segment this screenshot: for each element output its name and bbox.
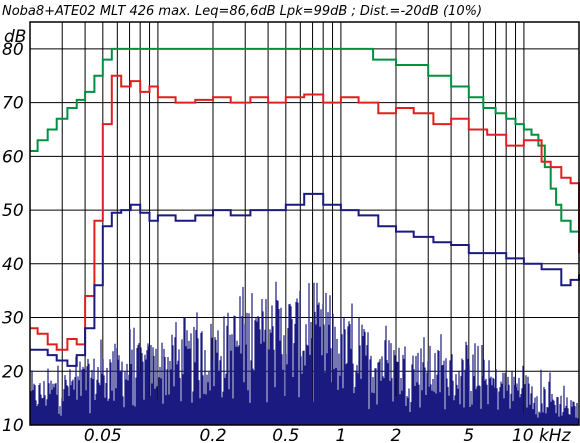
x-tick-label: 0.2	[199, 426, 226, 443]
x-tick-labels: 0.05 0.2 0.5 1 2 5 10 kHz	[84, 426, 572, 443]
y-tick-labels: 10 20 30 40 50 60 70 80	[2, 40, 24, 436]
x-tick-label: 5	[463, 426, 474, 443]
chart-title: Noba8+ATE02 MLT 426 max. Leq=86,6dB Lpk=…	[2, 4, 482, 19]
x-tick-label: 2	[391, 426, 402, 443]
y-tick-label: 60	[2, 147, 24, 167]
x-tick-label: 1	[335, 426, 346, 443]
y-tick-label: 70	[2, 94, 24, 114]
x-tick-label: 0.05	[84, 426, 122, 443]
x-tick-label: 0.5	[272, 426, 299, 443]
series-lines	[30, 47, 580, 367]
x-tick-label: 10 kHz	[512, 426, 572, 443]
y-tick-label: 40	[2, 255, 24, 275]
y-tick-label: 10	[2, 416, 24, 436]
plot-frame	[29, 21, 580, 426]
y-axis-label: dB	[4, 27, 26, 47]
y-tick-label: 80	[2, 40, 24, 60]
y-tick-label: 20	[2, 362, 24, 382]
series-line-3	[30, 192, 580, 367]
spectrum-path	[30, 281, 579, 425]
spectrum-bars	[30, 281, 579, 425]
series-line-1	[30, 47, 580, 248]
y-tick-label: 30	[2, 309, 24, 329]
y-tick-label: 50	[2, 201, 24, 221]
